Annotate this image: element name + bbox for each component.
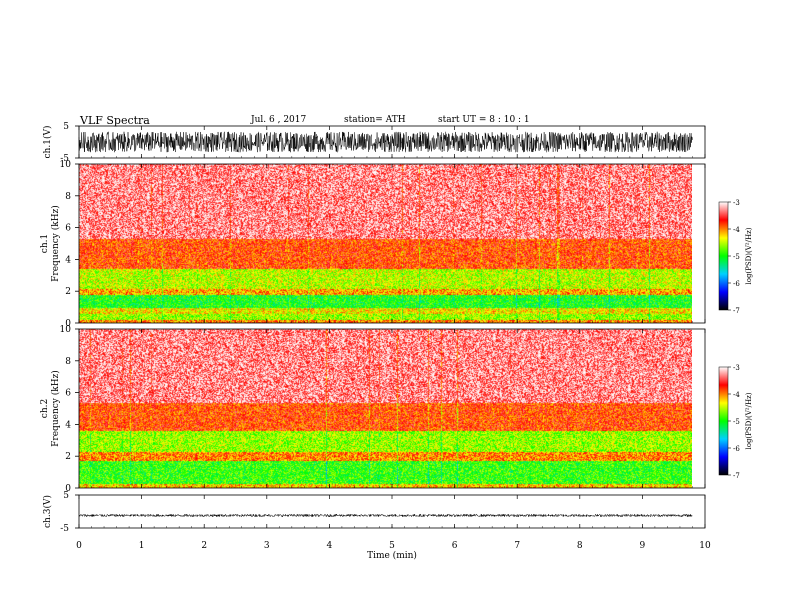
- y-tick-label: 4: [65, 420, 71, 430]
- y-tick-label: 10: [60, 325, 72, 335]
- x-tick-label: 8: [577, 541, 583, 551]
- ch3-waveform-frame: [78, 494, 706, 529]
- y-tick-label: -5: [60, 524, 69, 534]
- colorbar-tick-label: -3: [733, 199, 740, 207]
- y-tick-label: -5: [60, 154, 69, 164]
- y-tick-label: 0: [65, 484, 71, 494]
- y-tick-label: 8: [65, 357, 71, 367]
- y-tick-label: 2: [65, 287, 71, 297]
- colorbar-tick-label: -6: [733, 280, 740, 288]
- colorbar-tick-label: -3: [733, 364, 740, 372]
- y-tick-label: 8: [65, 192, 71, 202]
- colorbar-tick-label: -4: [733, 391, 740, 399]
- y-tick-label: 2: [65, 452, 71, 462]
- chart-title: VLF Spectra: [80, 114, 150, 127]
- x-tick-label: 6: [452, 541, 458, 551]
- y-tick-label: 4: [65, 255, 71, 265]
- y-tick-label: 0: [65, 319, 71, 329]
- ch2-spectrogram-label: ch.2: [40, 399, 50, 418]
- x-tick-label: 0: [76, 541, 82, 551]
- colorbar-label: log(PSD)(V²/Hz): [745, 227, 753, 284]
- colorbar-tick-label: -7: [733, 307, 740, 315]
- colorbar-tick-label: -7: [733, 472, 740, 480]
- ch1-spectrogram-label: Frequency (kHz): [50, 205, 61, 282]
- y-tick-label: 6: [65, 224, 71, 234]
- ch1-waveform-trace: [78, 131, 693, 153]
- ch2-spectrogram-raster: [79, 329, 692, 488]
- colorbar: [718, 201, 729, 311]
- x-tick-label: 3: [264, 541, 270, 551]
- station-label: station= ATH: [344, 115, 406, 125]
- colorbar-tick-label: -5: [733, 253, 740, 261]
- y-tick-label: 5: [63, 122, 69, 132]
- ch1-spectrogram-label: ch.1: [40, 234, 50, 253]
- colorbar-tick-label: -5: [733, 418, 740, 426]
- date-label: Jul. 6 , 2017: [251, 115, 307, 125]
- ch1-waveform-label: ch.1(V): [42, 126, 53, 159]
- ch1-spectrogram-raster: [79, 164, 692, 323]
- colorbar-tick-label: -4: [733, 226, 740, 234]
- x-tick-label: 10: [699, 541, 711, 551]
- x-tick-label: 5: [389, 541, 395, 551]
- colorbar-tick-label: -6: [733, 445, 740, 453]
- x-tick-label: 1: [139, 541, 145, 551]
- ch2-spectrogram-label: Frequency (kHz): [50, 370, 61, 447]
- x-tick-label: 7: [514, 541, 520, 551]
- y-tick-label: 10: [60, 160, 72, 170]
- colorbar: [718, 366, 729, 476]
- x-axis-label: Time (min): [367, 550, 417, 561]
- y-tick-label: 6: [65, 389, 71, 399]
- colorbar-label: log(PSD)(V²/Hz): [745, 392, 753, 449]
- x-tick-label: 2: [201, 541, 207, 551]
- y-tick-label: 5: [63, 491, 69, 501]
- x-tick-label: 9: [640, 541, 646, 551]
- start-ut-label: start UT = 8 : 10 : 1: [438, 115, 530, 125]
- x-tick-label: 4: [327, 541, 333, 551]
- ch3-waveform-trace: [78, 513, 693, 518]
- ch3-waveform-label: ch.3(V): [42, 495, 53, 528]
